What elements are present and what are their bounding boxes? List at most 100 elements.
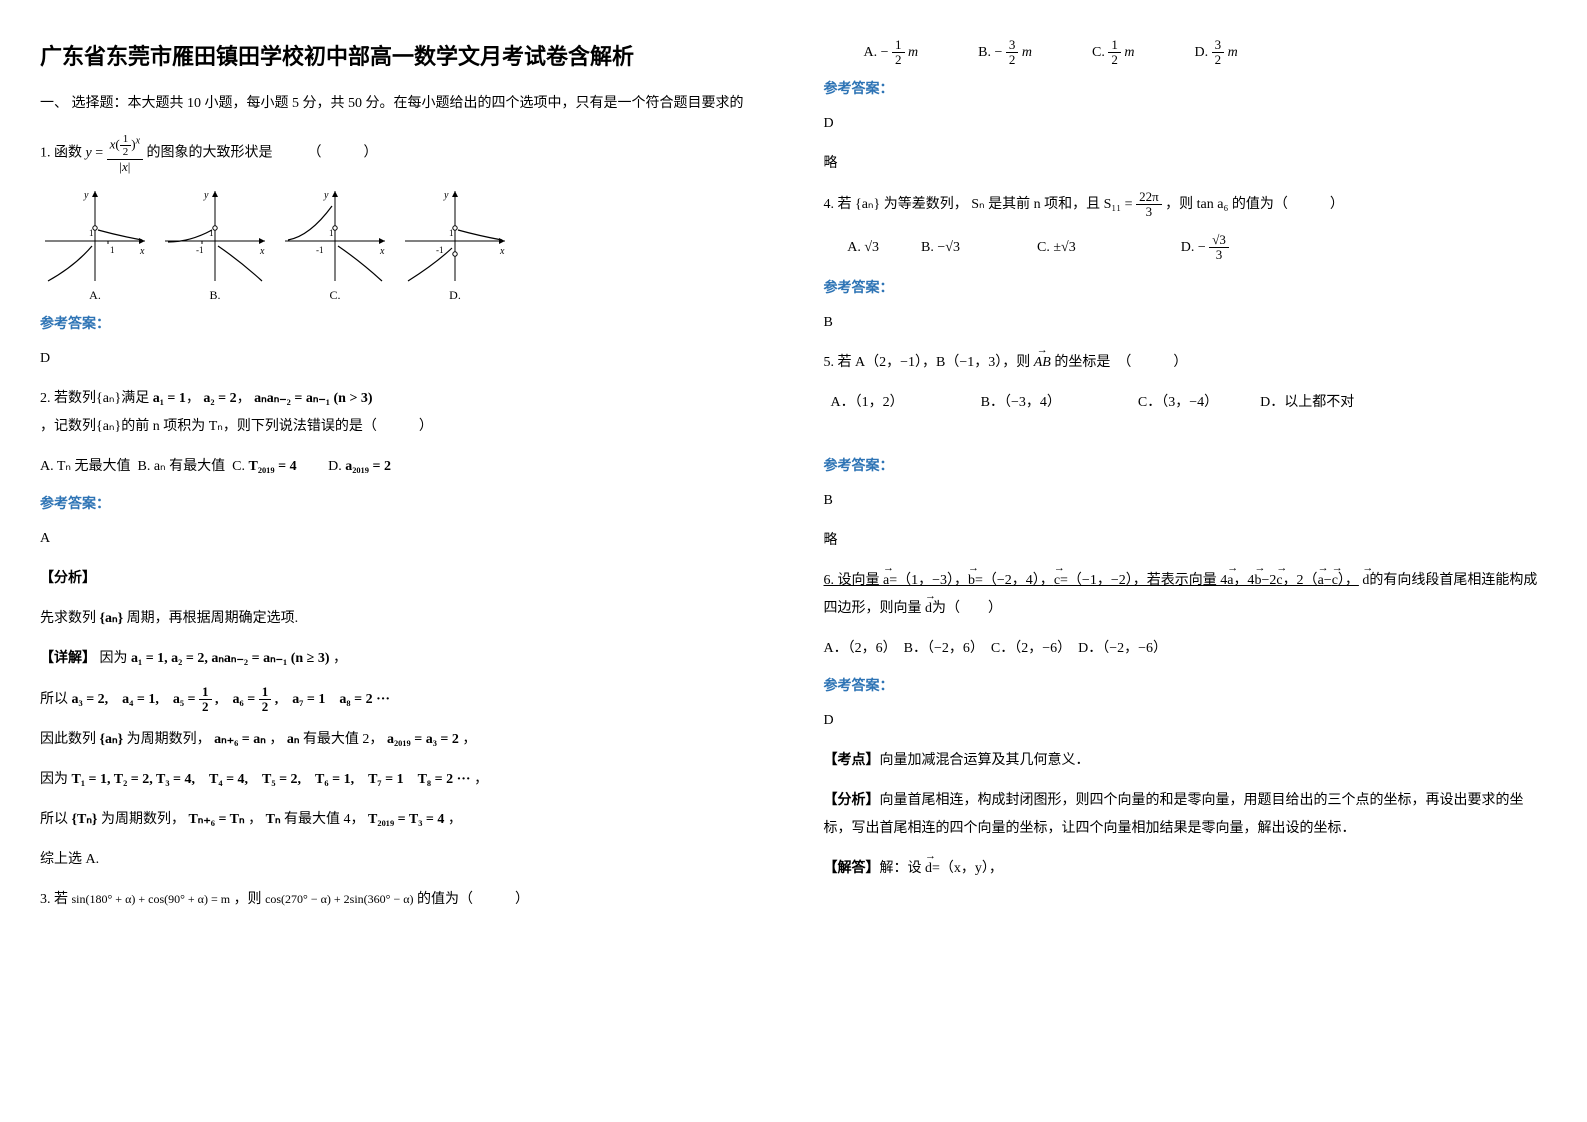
q2-d3f: 有最大值 2， [303, 732, 384, 747]
q6-m5: ）， [1338, 573, 1359, 588]
half1n: 1 [199, 685, 212, 700]
q2-d3b: 为周期数列， [127, 732, 211, 747]
q5-options: A．（1，2） B．（−3，4） C．（3，−4） D．以上都不对 [824, 389, 1548, 417]
q2-d3e: aₙ [287, 732, 300, 747]
q6-sc: 为（ ） [932, 601, 1002, 616]
q2-d5f: 有最大值 4， [284, 812, 365, 827]
q6-jdt: 【解答】 [824, 861, 880, 876]
svg-text:x: x [259, 246, 265, 257]
q4-sa: 4. 若 [824, 197, 856, 212]
q2-d4a: 因为 [40, 772, 72, 787]
q6-cv: =（−1，−2），若表示向量 4 [1060, 573, 1227, 588]
q2-detail-tag: 【详解】 [40, 651, 96, 666]
q2-d5d: ， [248, 812, 266, 827]
half2n: 1 [259, 685, 272, 700]
q3-omit: 略 [824, 150, 1548, 178]
q2-d5c: Tₙ₊₆ = Tₙ [188, 812, 244, 827]
graph-c: x y 1 -1 [280, 186, 390, 286]
q1-answer: D [40, 345, 764, 373]
q2-eq2: a₂ = 2 [203, 391, 236, 406]
q3A-num: 1 [892, 38, 905, 53]
q6-answer-label: 参考答案： [824, 675, 1548, 695]
q3B-num: 3 [1006, 38, 1019, 53]
q2-analysis-1: 先求数列 {aₙ} 周期，再根据周期确定选项. [40, 605, 764, 633]
q2-d3a: 因此数列 [40, 732, 100, 747]
q6-jieda: 【解答】解：设 d=（x，y）， [824, 855, 1548, 883]
q1-answer-label: 参考答案： [40, 313, 764, 333]
q4C: ±√3 [1053, 240, 1075, 255]
graph-a-label: A. [40, 288, 150, 303]
half2d: 2 [259, 700, 272, 714]
q2-stem-b: ，记数列{aₙ}的前 n 项积为 Tₙ，则下列说法错误的是（ ） [40, 419, 433, 434]
q2-detail-5: 所以 {Tₙ} 为周期数列， Tₙ₊₆ = Tₙ ， Tₙ 有最大值 4， T₂… [40, 806, 764, 834]
q4C-pre: C. [1037, 240, 1053, 255]
q6-d2: d [925, 595, 932, 623]
question-4: 4. 若 {aₙ} 为等差数列， Sₙ 是其前 n 项和，且 S₁₁ = 22π… [824, 190, 1548, 220]
q2-d5h: ， [448, 812, 462, 827]
q6-m2: −2 [1261, 573, 1276, 588]
q6-jda: 解：设 [880, 861, 926, 876]
q3D-num: 3 [1212, 38, 1225, 53]
q2-optC-pre: C. [232, 459, 248, 474]
q2-d1c: ， [333, 651, 347, 666]
question-5: 5. 若 A（2，−1），B（−1，3），则 AB 的坐标是 （ ） [824, 349, 1548, 377]
q3A-sign: − [881, 45, 889, 60]
q4D-sign: − [1198, 240, 1206, 255]
q6-d: d [1362, 567, 1369, 595]
q4-S11n: 22π [1136, 190, 1162, 205]
q2-eq1: a₁ = 1 [153, 391, 186, 406]
q1-stem-suffix: 的图象的大致形状是 [147, 146, 273, 161]
q2-eq3: aₙaₙ₋₂ = aₙ₋₁ (n > 3) [254, 391, 372, 406]
q2-d5b: 为周期数列， [101, 812, 185, 827]
q3D-den: 2 [1212, 53, 1225, 67]
q3B-den: 2 [1006, 53, 1019, 67]
svg-text:x: x [499, 246, 505, 257]
q2-an1a: 先求数列 [40, 611, 100, 626]
q3A-suf: m [908, 45, 918, 60]
q4-S11: S₁₁ = [1104, 197, 1136, 212]
question-2: 2. 若数列{aₙ}满足 a₁ = 1， a₂ = 2， aₙaₙ₋₂ = aₙ… [40, 385, 764, 441]
q2-d3h: ， [462, 732, 476, 747]
q2-analysis-tag: 【分析】 [40, 565, 764, 593]
q3B-suf: m [1022, 45, 1032, 60]
q4Dd: 3 [1209, 248, 1229, 262]
q3-optB: B. − 32 m [978, 38, 1032, 68]
q4-seq: {aₙ} [855, 197, 880, 212]
q6-b2: b [1254, 567, 1261, 595]
q3C-den: 2 [1108, 53, 1121, 67]
q5-vec: AB [1034, 349, 1051, 377]
q3B-sign: − [995, 45, 1003, 60]
q6-sa: 6. 设向量 [824, 573, 884, 588]
q4-options: A. √3 B. −√3 C. ±√3 D. − √33 [824, 231, 1548, 265]
question-3-stem: 3. 若 sin(180° + α) + cos(90° + α) = m ，则… [40, 886, 764, 914]
q6-m1: ，4 [1233, 573, 1254, 588]
q4B: −√3 [937, 240, 960, 255]
q3-eq1: sin(180° + α) + cos(90° + α) = m [72, 892, 231, 906]
q6-options: A．（2，6） B．（−2，6） C．（2，−6） D．（−2，−6） [824, 635, 1548, 663]
section-1-heading: 一、 选择题：本大题共 10 小题，每小题 5 分，共 50 分。在每小题给出的… [40, 93, 764, 115]
q6-a3: a [1318, 567, 1324, 595]
q6-fx: 向量首尾相连，构成封闭图形，则四个向量的和是零向量，用题目给出的三个点的坐标，再… [824, 793, 1524, 836]
q2-d2c: , a₆ = [215, 692, 259, 707]
q3-options: A. − 12 m B. − 32 m C. 12 m D. 32 m [864, 38, 1548, 68]
q6-jdd: d [925, 855, 932, 883]
q5C: C．（3，−4） [1138, 395, 1218, 410]
q3B-pre: B. [978, 45, 994, 60]
q4-Sn: Sₙ [971, 197, 984, 212]
q4A: √3 [864, 240, 879, 255]
svg-text:y: y [443, 190, 449, 201]
q6D: D．（−2，−6） [1078, 641, 1167, 656]
svg-text:y: y [203, 190, 209, 201]
q2-optD: a₂₀₁₉ = 2 [345, 459, 391, 474]
q4-answer: B [824, 309, 1548, 337]
q2-d4b: T₁ = 1, T₂ = 2, T₃ = 4, T₄ = 4, T₅ = 2, … [72, 772, 471, 787]
q2-d4c: ， [474, 772, 488, 787]
graph-d-label: D. [400, 288, 510, 303]
q6A: A．（2，6） [824, 641, 897, 656]
q3-optD: D. 32 m [1195, 38, 1238, 68]
q2-d3c: aₙ₊₆ = aₙ [214, 732, 266, 747]
q2-d5g: T₂₀₁₉ = T₃ = 4 [368, 812, 444, 827]
svg-text:-1: -1 [436, 245, 444, 255]
q2-d2d: , a₇ = 1 a₈ = 2 ··· [275, 692, 390, 707]
q4-sc: 是其前 n 项和，且 [988, 197, 1104, 212]
